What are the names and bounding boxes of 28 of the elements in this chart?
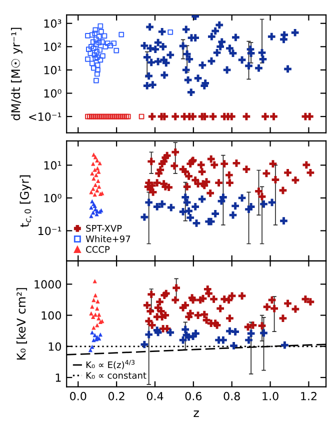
x-tick-label: 0.6	[185, 392, 202, 400]
y-tick-label: 10¹	[44, 66, 62, 74]
y-axis-title: t$_{c,0}$ [Gyr]	[20, 175, 32, 228]
x-tick-label: 0.8	[224, 392, 240, 400]
y-tick-label: 10⁰	[44, 89, 62, 98]
legend-label: SPT-XVP	[86, 224, 122, 232]
y-tick-label: 1	[56, 374, 61, 382]
x-tick-label: 0.4	[146, 392, 164, 400]
y-axis-title: K₀ [keV cm²]	[16, 288, 28, 360]
y-tick-label: 10⁻¹	[38, 226, 62, 236]
legend-label: CCCP	[86, 246, 110, 253]
x-axis-title: z	[194, 410, 199, 418]
y-tick-label: 1000	[34, 280, 61, 289]
y-tick-label: 10¹	[44, 161, 62, 170]
y-tick-label: <10⁻¹	[29, 112, 62, 121]
x-tick-label: 0.0	[70, 392, 86, 400]
y-axis-title: dM/dt [M☉ yr⁻¹]	[10, 28, 22, 120]
x-tick-label: 0.2	[108, 392, 124, 400]
legend-label: K₀ ∝ constant	[86, 372, 146, 379]
legend-label: K₀ ∝ E(z)$^{4/3}$	[86, 360, 135, 370]
x-tick-label: 1.2	[301, 392, 316, 400]
y-tick-label: 10⁰	[44, 194, 62, 202]
x-tick-label: 1.0	[262, 392, 278, 400]
y-tick-label: 100	[42, 311, 61, 320]
legend-label: White+97	[86, 235, 130, 242]
y-tick-label: 10³	[44, 19, 62, 28]
y-tick-label: 10	[48, 342, 61, 351]
y-tick-label: 10²	[44, 42, 62, 52]
